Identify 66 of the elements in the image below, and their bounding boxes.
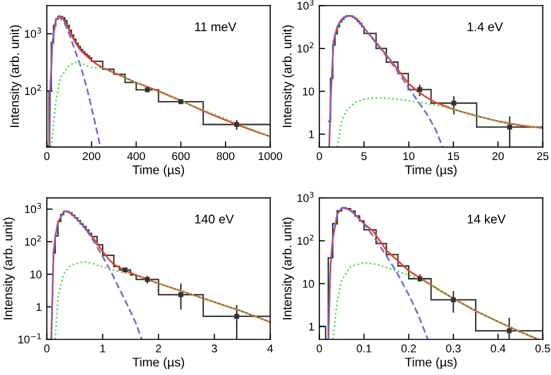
- y-tick-label: 1: [309, 130, 314, 138]
- x-tick-label: 0: [316, 152, 322, 160]
- x-tick-label: 10: [403, 152, 414, 160]
- x-tick-label: 1: [100, 344, 106, 352]
- point: [234, 122, 240, 127]
- y-tick-label: 10: [302, 88, 314, 96]
- y-tick-label: 10: [30, 270, 42, 278]
- y-axis-title: Intensity (arb. unit): [3, 218, 15, 320]
- point: [450, 297, 456, 302]
- annotation: 140 eV: [195, 214, 234, 224]
- x-tick-label: 25: [537, 152, 548, 160]
- y-tick-label: 10$^{2}$: [298, 234, 314, 245]
- point: [451, 100, 456, 106]
- point: [507, 124, 512, 130]
- x-axis-title: Time (µs): [132, 357, 184, 370]
- x-tick-label: 2: [156, 344, 162, 352]
- x-tick-label: 0.1: [356, 344, 372, 352]
- y-axis-title: Intensity (arb. unit): [282, 25, 294, 127]
- y-tick-label: 1: [309, 322, 314, 331]
- annotation: 11 meV: [195, 22, 236, 32]
- x-axis-title: Time (µs): [405, 165, 457, 177]
- y-tick-label: 10$^{2}$: [25, 84, 41, 96]
- x-tick-label: 0: [44, 152, 50, 160]
- x-tick-label: 0.5: [535, 344, 550, 352]
- y-tick-label: 10$^{3}$: [25, 28, 41, 38]
- y-tick-label: 10$^{3}$: [25, 203, 41, 214]
- x-tick-label: 4: [267, 344, 273, 352]
- x-tick-label: 600: [172, 152, 190, 160]
- x-tick-label: 0: [316, 344, 322, 352]
- line-series: [48, 16, 102, 148]
- x-tick-label: 15: [448, 152, 460, 160]
- x-axis-title: Time (µs): [132, 165, 184, 177]
- y-tick-label: 10$^{−1}$: [18, 333, 41, 344]
- x-tick-label: 1000: [258, 152, 282, 160]
- x-tick-label: 400: [127, 152, 146, 160]
- line-series: [336, 97, 543, 148]
- x-tick-label: 5: [361, 152, 367, 160]
- annotation: 1.4 eV: [468, 22, 503, 32]
- y-tick-label: 10$^{3}$: [298, 192, 314, 202]
- x-axis-title: Time (µs): [405, 357, 457, 370]
- line-series: [50, 61, 270, 148]
- x-tick-label: 0.3: [446, 344, 461, 352]
- point: [178, 292, 184, 298]
- y-tick-label: 10$^{2}$: [298, 42, 314, 53]
- line-series: [332, 262, 540, 340]
- point: [506, 328, 512, 334]
- line-series: [50, 210, 143, 340]
- x-tick-label: 0: [44, 344, 50, 352]
- y-tick-label: 10$^{3}$: [298, 0, 314, 10]
- y-tick-label: 10$^{2}$: [25, 236, 41, 246]
- y-tick-label: 10: [302, 280, 314, 288]
- x-tick-label: 0.2: [401, 344, 416, 352]
- line-series: [327, 207, 429, 340]
- x-tick-label: 0.4: [490, 344, 506, 352]
- point: [234, 314, 240, 319]
- x-tick-label: 200: [82, 152, 100, 160]
- annotation: 14 keV: [468, 214, 506, 224]
- y-tick-label: 1: [36, 303, 42, 311]
- point: [417, 87, 422, 92]
- y-axis-title: Intensity (arb. unit): [282, 218, 294, 320]
- x-tick-label: 800: [216, 152, 234, 160]
- line-series: [328, 14, 444, 148]
- x-tick-label: 3: [212, 344, 217, 352]
- y-axis-title: Intensity (arb. unit): [10, 25, 22, 127]
- x-tick-label: 20: [492, 152, 504, 160]
- line-series: [54, 261, 270, 340]
